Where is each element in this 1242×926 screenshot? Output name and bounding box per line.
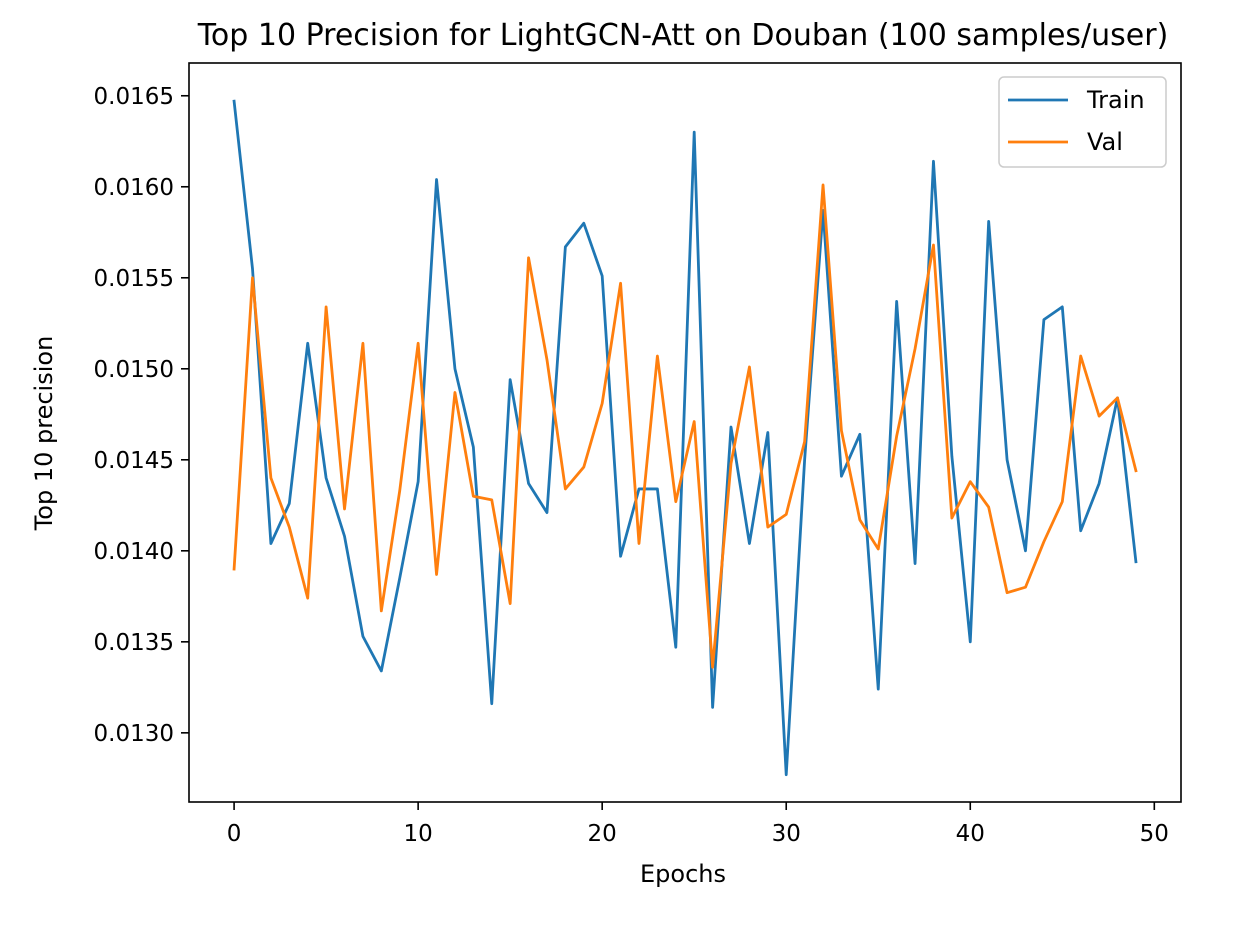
plot-frame bbox=[188, 62, 1182, 803]
x-axis-label: Epochs bbox=[640, 860, 726, 888]
y-axis-label: Top 10 precision bbox=[30, 336, 58, 532]
legend: Train Val bbox=[998, 76, 1167, 168]
y-tick-label: 0.0140 bbox=[94, 539, 174, 565]
x-tick-label: 30 bbox=[772, 821, 801, 847]
legend-label-train: Train bbox=[1086, 86, 1145, 114]
chart-title: Top 10 Precision for LightGCN-Att on Dou… bbox=[197, 18, 1169, 53]
series-line-train bbox=[232, 99, 1138, 777]
x-tick-label: 0 bbox=[227, 821, 242, 847]
y-tick-label: 0.0135 bbox=[94, 630, 174, 656]
x-tick-label: 10 bbox=[403, 821, 432, 847]
y-axis: 0.0130 0.0135 0.0140 0.0145 0.0150 0.0155 0.01… bbox=[94, 84, 189, 747]
y-tick-label: 0.0130 bbox=[94, 721, 174, 747]
y-tick-label: 0.0160 bbox=[94, 175, 174, 201]
y-tick-label: 0.0165 bbox=[94, 84, 174, 110]
legend-label-val: Val bbox=[1087, 128, 1123, 156]
y-tick-label: 0.0155 bbox=[94, 266, 174, 292]
x-tick-label: 50 bbox=[1140, 821, 1169, 847]
series-lines bbox=[232, 99, 1138, 777]
y-tick-label: 0.0145 bbox=[94, 448, 174, 474]
x-tick-label: 40 bbox=[956, 821, 985, 847]
series-line-val bbox=[232, 183, 1138, 669]
x-axis: 0 10 20 30 40 50 bbox=[227, 802, 1169, 847]
y-tick-label: 0.0150 bbox=[94, 357, 174, 383]
legend-entries: Train Val bbox=[1008, 86, 1145, 156]
x-tick-label: 20 bbox=[588, 821, 617, 847]
